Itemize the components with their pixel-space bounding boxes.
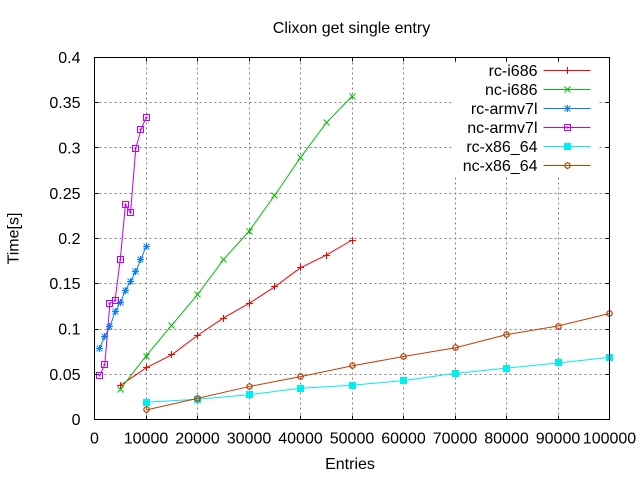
svg-text:80000: 80000 bbox=[484, 431, 529, 448]
svg-text:0.2: 0.2 bbox=[58, 231, 80, 248]
svg-text:nc-i686: nc-i686 bbox=[485, 82, 538, 99]
svg-text:0.1: 0.1 bbox=[58, 322, 80, 339]
svg-text:Entries: Entries bbox=[325, 456, 375, 473]
svg-text:70000: 70000 bbox=[433, 431, 478, 448]
svg-text:0.25: 0.25 bbox=[49, 186, 80, 203]
svg-text:0.3: 0.3 bbox=[58, 141, 80, 158]
svg-text:rc-i686: rc-i686 bbox=[489, 63, 538, 80]
svg-text:100000: 100000 bbox=[583, 431, 636, 448]
svg-text:Clixon get single entry: Clixon get single entry bbox=[273, 20, 430, 37]
svg-text:30000: 30000 bbox=[227, 431, 272, 448]
svg-text:nc-x86_64: nc-x86_64 bbox=[463, 158, 538, 175]
svg-text:10000: 10000 bbox=[124, 431, 169, 448]
svg-text:90000: 90000 bbox=[536, 431, 581, 448]
svg-text:0: 0 bbox=[72, 412, 81, 429]
svg-text:0.15: 0.15 bbox=[49, 276, 80, 293]
svg-text:20000: 20000 bbox=[175, 431, 220, 448]
svg-text:50000: 50000 bbox=[330, 431, 375, 448]
svg-text:0.4: 0.4 bbox=[58, 50, 80, 67]
svg-text:0.05: 0.05 bbox=[49, 367, 80, 384]
svg-text:rc-x86_64: rc-x86_64 bbox=[466, 139, 537, 156]
svg-text:0.35: 0.35 bbox=[49, 95, 80, 112]
svg-text:Time[s]: Time[s] bbox=[6, 213, 23, 265]
svg-text:0: 0 bbox=[90, 431, 99, 448]
svg-text:nc-armv7l: nc-armv7l bbox=[467, 120, 537, 137]
svg-text:rc-armv7l: rc-armv7l bbox=[471, 101, 538, 118]
svg-text:60000: 60000 bbox=[381, 431, 426, 448]
svg-text:40000: 40000 bbox=[278, 431, 323, 448]
